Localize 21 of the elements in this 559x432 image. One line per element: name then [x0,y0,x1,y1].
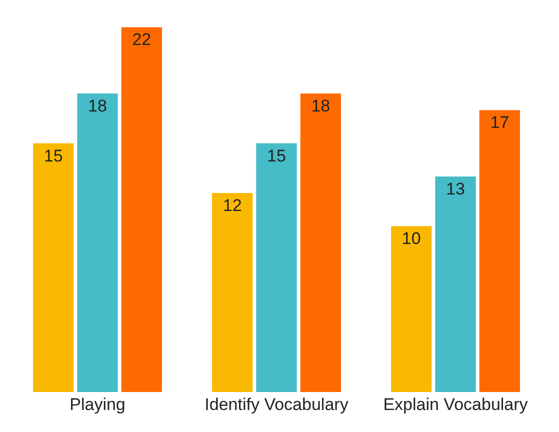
bar [77,94,118,392]
data-label: 18 [311,96,330,116]
data-label: 18 [88,96,107,116]
data-label: 12 [222,196,242,216]
data-label: 15 [44,146,63,166]
bar [121,27,162,392]
bar [212,193,253,392]
bar [33,143,74,392]
bar [391,226,432,392]
x-tick-label: Playing [70,395,126,414]
data-label: 13 [446,179,465,198]
data-label: 17 [490,113,510,132]
bar [256,143,297,392]
bar [479,110,520,392]
x-tick-label: Explain Vocabulary [383,395,528,414]
data-label: 15 [267,146,286,166]
data-label: 10 [402,229,421,248]
bar [435,176,476,392]
bar [300,94,341,392]
x-tick-label: Identify Vocabulary [204,395,349,414]
data-label: 22 [132,30,152,50]
